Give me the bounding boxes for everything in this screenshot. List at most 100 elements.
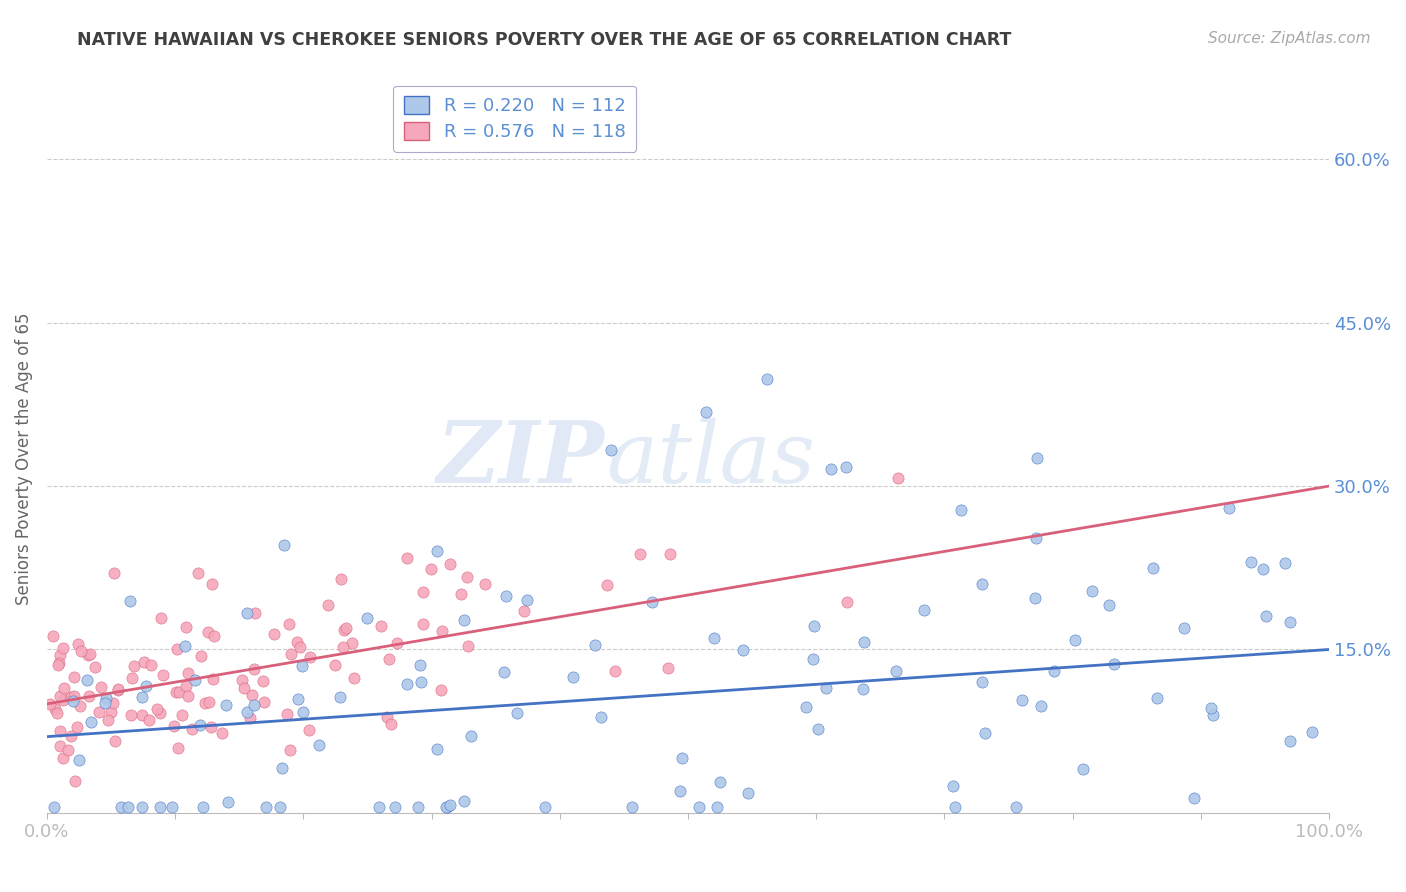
Point xyxy=(49,689,72,703)
Point xyxy=(138,713,160,727)
Point xyxy=(197,625,219,640)
Point xyxy=(62,694,84,708)
Point xyxy=(1279,615,1302,630)
Point xyxy=(1025,531,1047,545)
Point xyxy=(141,658,163,673)
Point xyxy=(943,800,966,814)
Point xyxy=(474,577,496,591)
Point xyxy=(1102,657,1125,671)
Point xyxy=(97,713,120,727)
Point xyxy=(335,621,357,635)
Point xyxy=(239,711,262,725)
Point xyxy=(41,629,63,643)
Point xyxy=(835,595,858,609)
Point xyxy=(46,657,69,672)
Point xyxy=(432,624,454,638)
Point xyxy=(291,706,314,720)
Point xyxy=(370,619,392,633)
Point xyxy=(291,658,314,673)
Point xyxy=(48,657,70,671)
Point xyxy=(1274,556,1296,570)
Point xyxy=(807,722,830,736)
Point xyxy=(380,717,402,731)
Point xyxy=(316,598,339,612)
Point xyxy=(58,743,80,757)
Point xyxy=(181,723,204,737)
Point xyxy=(62,689,84,703)
Point xyxy=(1253,561,1275,575)
Point xyxy=(589,710,612,724)
Point xyxy=(494,665,516,679)
Point xyxy=(385,635,408,649)
Point xyxy=(200,719,222,733)
Point xyxy=(79,647,101,661)
Point xyxy=(1098,598,1121,612)
Point xyxy=(120,708,142,723)
Point xyxy=(737,786,759,800)
Point xyxy=(166,741,188,756)
Point xyxy=(457,639,479,653)
Point xyxy=(107,681,129,696)
Point xyxy=(240,688,263,702)
Point xyxy=(276,707,298,722)
Point xyxy=(201,577,224,591)
Legend: R = 0.220   N = 112, R = 0.576   N = 118: R = 0.220 N = 112, R = 0.576 N = 118 xyxy=(394,86,637,152)
Point xyxy=(1254,609,1277,624)
Point xyxy=(439,798,461,813)
Point xyxy=(42,800,65,814)
Point xyxy=(439,557,461,571)
Point xyxy=(263,627,285,641)
Point xyxy=(198,695,221,709)
Point xyxy=(835,460,858,475)
Point xyxy=(456,569,478,583)
Point xyxy=(596,578,619,592)
Point xyxy=(972,674,994,689)
Point xyxy=(160,800,183,814)
Point xyxy=(166,641,188,656)
Point xyxy=(1042,664,1064,678)
Point xyxy=(814,681,837,695)
Point xyxy=(90,680,112,694)
Y-axis label: Seniors Poverty Over the Age of 65: Seniors Poverty Over the Age of 65 xyxy=(15,312,32,605)
Point xyxy=(1146,691,1168,706)
Point xyxy=(131,800,153,814)
Point xyxy=(103,697,125,711)
Point xyxy=(67,637,90,651)
Point xyxy=(605,664,627,678)
Point xyxy=(1064,633,1087,648)
Point xyxy=(280,742,302,756)
Point xyxy=(367,800,389,814)
Point xyxy=(600,442,623,457)
Point xyxy=(87,705,110,719)
Point xyxy=(329,690,352,704)
Point xyxy=(886,471,908,485)
Point xyxy=(1011,693,1033,707)
Point xyxy=(426,742,449,756)
Point xyxy=(562,669,585,683)
Point xyxy=(1081,584,1104,599)
Point xyxy=(94,696,117,710)
Point xyxy=(217,795,239,809)
Point xyxy=(1279,734,1302,748)
Point xyxy=(796,699,818,714)
Point xyxy=(287,691,309,706)
Point xyxy=(169,685,191,699)
Text: Source: ZipAtlas.com: Source: ZipAtlas.com xyxy=(1208,31,1371,46)
Point xyxy=(886,664,908,678)
Point xyxy=(242,698,264,713)
Point xyxy=(669,784,692,798)
Point xyxy=(52,693,75,707)
Point xyxy=(174,680,197,694)
Point xyxy=(76,673,98,688)
Point xyxy=(412,585,434,599)
Point xyxy=(120,594,142,608)
Point xyxy=(46,706,69,720)
Point xyxy=(83,660,105,674)
Point xyxy=(69,753,91,767)
Point xyxy=(165,684,187,698)
Point xyxy=(396,677,419,691)
Point xyxy=(942,779,965,793)
Point xyxy=(375,710,398,724)
Point xyxy=(853,635,876,649)
Point xyxy=(1142,561,1164,575)
